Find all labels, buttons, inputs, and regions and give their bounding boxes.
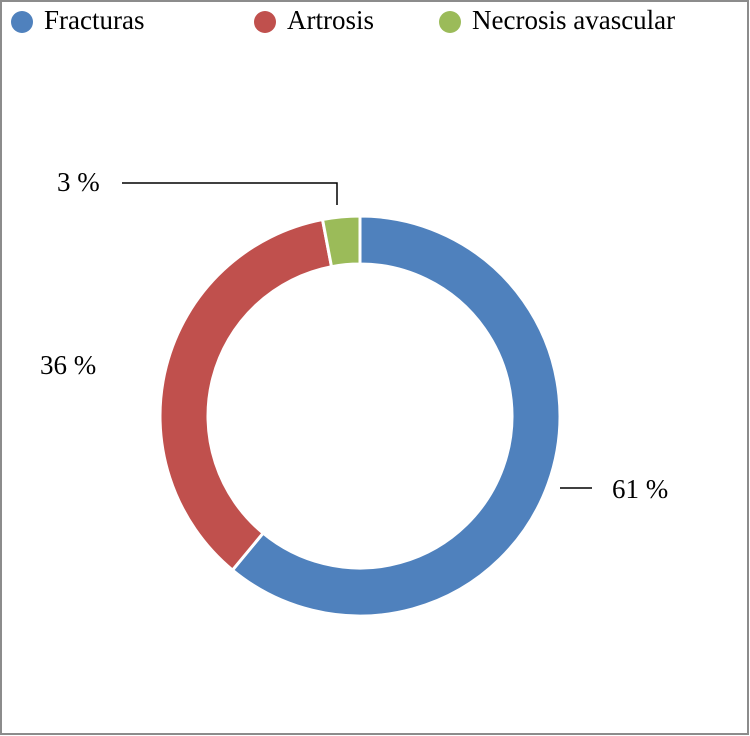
legend-label: Fracturas: [44, 5, 144, 35]
donut-slice: [230, 214, 562, 618]
leader-line: [122, 182, 338, 205]
data-label: 36 %: [40, 350, 96, 380]
data-label: 61 %: [612, 474, 668, 504]
legend-label: Artrosis: [287, 5, 374, 35]
donut-slice: [320, 214, 362, 269]
legend-marker: [439, 11, 461, 33]
legend-marker: [11, 11, 33, 33]
donut-slice: [158, 217, 334, 573]
data-label: 3 %: [57, 167, 100, 197]
legend-label: Necrosis avascular: [472, 5, 675, 35]
legend-marker: [254, 11, 276, 33]
